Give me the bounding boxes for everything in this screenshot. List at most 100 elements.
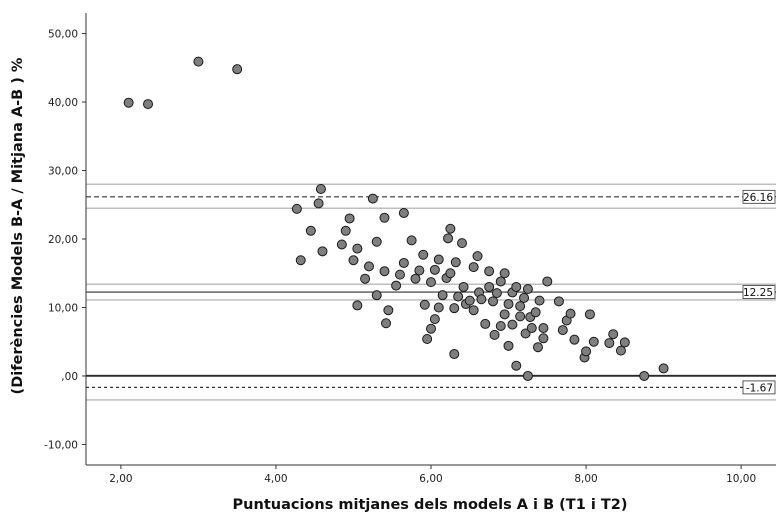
data-point — [489, 329, 500, 340]
data-point — [445, 268, 456, 279]
data-point — [379, 266, 390, 277]
data-point — [315, 184, 326, 195]
y-tick-label: 40,00 — [48, 97, 78, 109]
data-point — [491, 288, 502, 299]
data-point — [565, 308, 576, 319]
data-point — [464, 295, 475, 306]
data-point — [360, 273, 371, 284]
reference-label-box — [742, 285, 776, 299]
data-point — [193, 56, 204, 67]
data-point — [336, 239, 347, 250]
y-tick-label: ,00 — [61, 371, 78, 383]
data-point — [449, 349, 460, 360]
data-point — [515, 311, 526, 322]
data-point — [499, 309, 510, 320]
data-point — [658, 363, 669, 374]
data-point — [476, 294, 487, 305]
data-point — [232, 64, 243, 75]
data-point — [453, 291, 464, 302]
data-point — [426, 277, 436, 288]
data-point — [468, 262, 479, 273]
data-point — [553, 296, 564, 307]
data-point — [515, 301, 526, 312]
data-point — [379, 212, 390, 223]
data-point — [480, 318, 491, 329]
data-point — [363, 261, 374, 272]
data-point — [305, 225, 316, 236]
reference-lines — [86, 196, 776, 389]
data-point — [472, 251, 483, 262]
y-tick-label: 20,00 — [48, 234, 78, 246]
data-point — [429, 264, 440, 275]
data-point — [414, 265, 425, 276]
data-point — [352, 300, 363, 311]
data-point — [381, 318, 392, 329]
y-tick-label: -10,00 — [44, 439, 78, 451]
data-point — [519, 292, 530, 303]
data-point — [449, 303, 460, 314]
data-point — [419, 299, 430, 310]
reference-label-box — [742, 189, 776, 204]
data-point — [499, 268, 510, 279]
data-point — [520, 328, 531, 339]
data-point — [383, 305, 394, 316]
data-point — [450, 257, 461, 268]
data-point — [313, 198, 324, 209]
x-tick-label: 10,00 — [726, 473, 756, 485]
data-point — [437, 290, 448, 301]
data-point — [344, 213, 355, 224]
data-point — [534, 295, 545, 306]
data-point — [619, 337, 630, 348]
data-point — [123, 97, 134, 108]
y-tick-label: 50,00 — [48, 29, 78, 41]
data-point — [394, 269, 405, 280]
data-point — [426, 323, 436, 334]
data-point — [495, 320, 506, 331]
data-point — [484, 266, 495, 277]
data-point — [526, 323, 537, 334]
data-point — [433, 302, 444, 313]
data-point — [340, 225, 351, 236]
data-points — [123, 56, 669, 381]
data-point — [398, 257, 409, 268]
data-point — [398, 207, 409, 218]
tick-labels: 2,00 4,00 6,00 8,00 10,00 -10,00 ,00 10,00 20,00… — [44, 29, 756, 485]
data-point — [410, 273, 421, 284]
data-point — [615, 345, 626, 356]
data-point — [522, 370, 533, 381]
data-point — [538, 323, 549, 334]
data-point — [639, 370, 650, 381]
data-point — [522, 283, 533, 294]
data-point — [488, 296, 499, 307]
data-point — [511, 281, 522, 292]
data-point — [433, 254, 444, 265]
data-point — [588, 336, 599, 347]
data-point — [443, 233, 454, 244]
x-tick-label: 4,00 — [264, 473, 287, 485]
data-point — [406, 235, 417, 246]
data-point — [457, 238, 468, 249]
data-point — [468, 305, 479, 316]
y-tick-label: 30,00 — [48, 166, 78, 178]
data-point — [511, 360, 522, 371]
data-point — [352, 243, 363, 254]
reference-label-box — [742, 380, 776, 395]
y-axis-title: (Diferències Models B-A / Mitjana A-B ) … — [10, 57, 26, 394]
data-point — [507, 319, 518, 330]
data-point — [317, 246, 328, 257]
data-point — [532, 342, 543, 353]
x-tick-label: 8,00 — [574, 473, 597, 485]
x-tick-label: 6,00 — [419, 473, 442, 485]
data-point — [604, 338, 615, 349]
data-point — [371, 236, 382, 247]
axes — [82, 13, 776, 469]
data-point — [584, 309, 595, 320]
reference-label: 26.16 — [743, 192, 773, 204]
reference-line-labels: 26.16 12.25 -1.67 — [742, 189, 776, 395]
data-point — [371, 290, 382, 301]
data-point — [484, 281, 495, 292]
data-point — [418, 249, 429, 260]
data-point — [391, 280, 402, 291]
reference-label: -1.67 — [746, 382, 773, 394]
